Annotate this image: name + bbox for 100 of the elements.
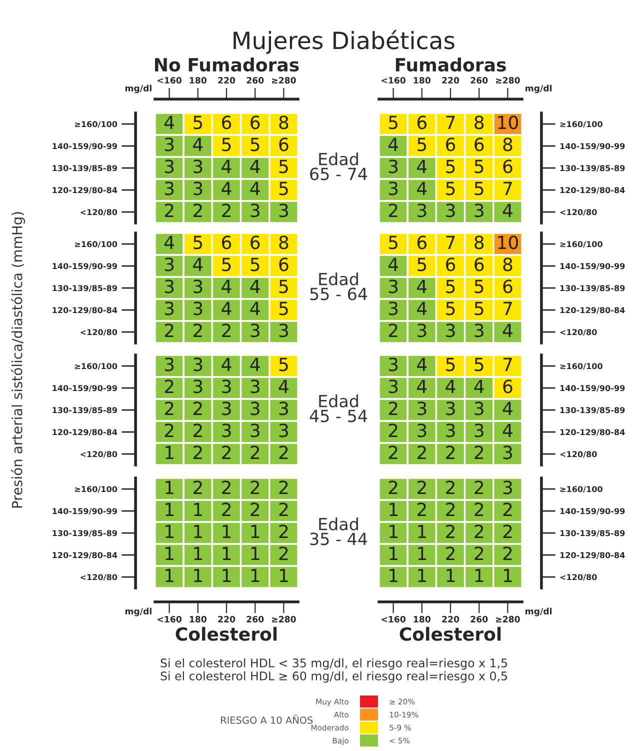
data-label: 1: [390, 568, 398, 582]
data-label: 4: [250, 358, 260, 371]
data-label: 4: [417, 358, 427, 371]
data-label: 5: [474, 160, 484, 174]
data-label: 4: [222, 182, 232, 195]
data-label: 3: [164, 280, 174, 294]
y-axis-title: Presión arterial sistólica/diastólica (mmHg): [11, 212, 25, 508]
data-label: 1: [475, 568, 484, 582]
data-label: 3: [418, 324, 426, 338]
y-tick-label: 140-159/90-99: [52, 263, 117, 270]
data-label: 2: [474, 524, 484, 538]
data-label: 6: [279, 138, 288, 152]
data-label: 1: [418, 568, 426, 582]
data-label: 5: [474, 302, 484, 316]
data-label: 2: [193, 480, 202, 494]
y-tick-label: <120/80: [80, 451, 118, 458]
y-tick-label: <120/80: [80, 329, 118, 336]
y-tick-label: ≥160/100: [75, 241, 118, 248]
data-label: 2: [388, 402, 398, 415]
data-label: 4: [502, 204, 512, 217]
x-tick-label: <160: [158, 77, 182, 84]
data-label: 1: [222, 568, 231, 582]
data-label: 4: [502, 324, 512, 337]
data-label: 4: [250, 280, 260, 293]
y-tick-label: <120/80: [80, 574, 118, 581]
y-tick-label: 130-139/85-89: [52, 165, 117, 172]
data-label: 3: [503, 480, 512, 494]
data-label: 2: [446, 546, 454, 560]
data-label: 7: [503, 182, 512, 195]
data-label: 5: [474, 358, 484, 372]
data-label: 4: [417, 302, 427, 315]
data-label: 2: [474, 546, 484, 560]
data-label: 8: [279, 236, 288, 250]
data-label: 3: [194, 182, 202, 196]
chart-title: Fumadoras: [396, 58, 506, 72]
y-tick-label: 120-129/80-84: [560, 307, 625, 314]
data-label: 2: [279, 480, 288, 494]
x-tick-label: <160: [158, 616, 182, 622]
data-label: 1: [166, 568, 174, 582]
data-label: 7: [446, 116, 455, 129]
y-tick-label: ≥160/100: [560, 363, 602, 370]
data-label: 2: [250, 480, 260, 494]
y-tick-label: 140-159/90-99: [560, 508, 625, 515]
data-label: 2: [222, 324, 230, 337]
data-label: 2: [164, 402, 174, 415]
data-label: 3: [194, 302, 202, 316]
data-label: 2: [222, 480, 230, 494]
data-label: 2: [388, 324, 398, 337]
data-label: 3: [388, 302, 398, 316]
data-label: 2: [279, 502, 288, 516]
data-label: 8: [503, 258, 512, 272]
data-label: 3: [250, 402, 260, 416]
y-tick-label: 130-139/85-89: [560, 165, 625, 172]
data-label: 10: [498, 236, 518, 250]
data-label: 3: [250, 324, 260, 338]
text: Si el colesterol HDL ≥ 60 mg/dl, el riesgo real=riesgo x 0,5: [160, 671, 507, 683]
data-label: 3: [279, 324, 288, 338]
data-label: 6: [250, 236, 260, 250]
y-tick-label: 140-159/90-99: [560, 385, 625, 392]
data-label: 4: [417, 280, 427, 293]
x-tick-label: 180: [414, 616, 430, 622]
y-tick-label: 140-159/90-99: [52, 508, 117, 515]
data-label: 1: [418, 524, 426, 538]
x-tick-label: 260: [470, 616, 488, 622]
data-label: 3: [388, 380, 398, 394]
data-label: 5: [388, 236, 398, 250]
y-tick-label: 120-129/80-84: [560, 552, 625, 559]
data-label: 2: [193, 204, 202, 217]
x-tick-label: ≥280: [496, 77, 520, 84]
text: Edad 35 - 44: [310, 518, 368, 546]
y-tick-label: 130-139/85-89: [52, 530, 117, 537]
data-label: 3: [388, 160, 398, 174]
data-label: 2: [193, 424, 202, 437]
data-label: 3: [418, 204, 426, 218]
data-label: 3: [250, 424, 260, 438]
data-label: 2: [388, 424, 398, 437]
data-label: 3: [222, 380, 231, 394]
y-tick-label: 120-129/80-84: [52, 552, 118, 559]
data-label: 5: [222, 258, 231, 272]
data-label: 4: [388, 258, 398, 271]
data-label: 4: [417, 182, 427, 195]
data-label: 6: [446, 138, 456, 152]
x-tick-label: ≥280: [496, 616, 520, 622]
data-label: 2: [193, 324, 202, 337]
data-label: 1: [194, 524, 202, 538]
y-tick-label: 140-159/90-99: [560, 143, 625, 150]
data-label: 2: [503, 546, 512, 560]
y-tick-label: 130-139/85-89: [52, 407, 117, 414]
data-label: 4: [164, 236, 174, 249]
data-label: 4: [446, 380, 456, 393]
data-label: 2: [164, 424, 174, 437]
y-tick-label: ≥160/100: [75, 121, 118, 128]
y-tick-label: 140-159/90-99: [52, 143, 117, 150]
text: Edad 45 - 54: [310, 394, 368, 422]
data-label: 6: [474, 258, 484, 272]
data-label: 3: [503, 446, 512, 460]
data-label: 5: [418, 138, 426, 152]
x-tick-label: 180: [190, 616, 206, 622]
y-tick-label: ≥160/100: [560, 121, 602, 128]
data-label: 5: [388, 116, 398, 130]
